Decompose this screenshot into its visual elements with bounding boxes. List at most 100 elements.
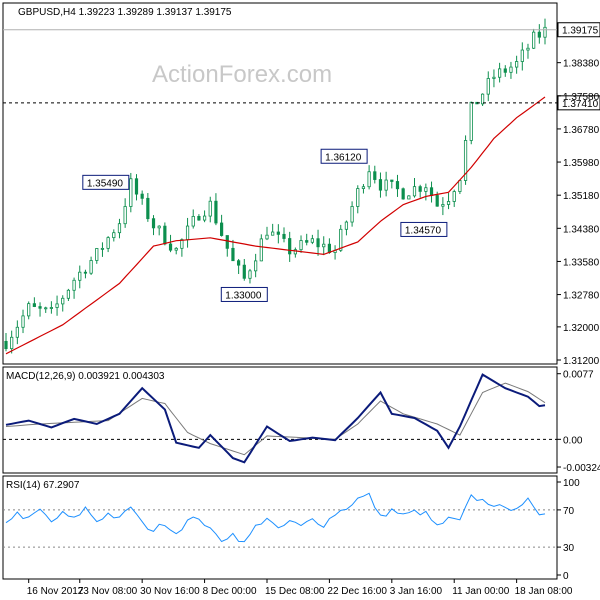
candle-body <box>492 76 496 79</box>
candle-body <box>248 270 252 279</box>
macd-y-tick-label: 0.00 <box>563 435 583 446</box>
candle-body <box>197 215 201 221</box>
candle-body <box>265 234 269 240</box>
price-y-tick-label: 1.35980 <box>563 158 600 169</box>
candle-body <box>350 206 354 223</box>
candle-body <box>95 248 99 261</box>
price-y-tick-label: 1.35180 <box>563 191 600 202</box>
candle-body <box>480 93 485 105</box>
candle-body <box>112 232 116 239</box>
candle-body <box>237 260 241 266</box>
candle-body <box>327 243 332 253</box>
candle-body <box>515 61 519 68</box>
rsi-panel: RSI(14) 67.2907 100 70 30 0 <box>2 475 580 582</box>
candle-body <box>316 238 320 248</box>
macd-y-axis: 0.0077 0.00 -0.003249 <box>557 370 600 474</box>
annotation-box <box>82 174 130 190</box>
candle-body <box>21 315 25 328</box>
candle-body <box>225 235 229 249</box>
candle-body <box>395 181 400 190</box>
candle-body <box>373 171 377 180</box>
candle-body <box>185 225 190 240</box>
price-candles <box>4 18 547 354</box>
candle-body <box>180 239 184 249</box>
macd-panel-frame <box>2 366 558 474</box>
candle-body <box>32 303 36 307</box>
candle-body <box>242 264 246 279</box>
candle-body <box>129 178 133 207</box>
candle-body <box>390 179 394 182</box>
x-tick-label: 11 Jan 00:00 <box>452 586 510 597</box>
candle-body <box>339 228 343 251</box>
candle-body <box>384 179 388 191</box>
candle-body <box>282 233 286 239</box>
candle-body <box>15 326 19 338</box>
annotation-label: 1.36120 <box>325 152 362 163</box>
candle-body <box>344 221 349 230</box>
candle-body <box>78 271 82 281</box>
watermark: ActionForex.com <box>152 61 332 88</box>
candle-body <box>146 197 150 220</box>
candle-body <box>106 237 110 249</box>
candle-body <box>293 249 297 255</box>
candle-body <box>378 179 383 191</box>
price-horizontal-lines: 1.39175 1.37410 <box>3 22 600 111</box>
price-y-tick-label: 1.31200 <box>563 356 600 367</box>
annotation-box <box>400 221 448 237</box>
candle-body <box>202 215 207 221</box>
annotation-box <box>220 286 268 302</box>
candle-body <box>532 31 536 49</box>
candle-body <box>526 47 530 51</box>
price-y-tick-label: 1.34380 <box>563 224 600 235</box>
rsi-y-tick-label: 0 <box>563 571 569 582</box>
price-moving-average <box>5 96 546 355</box>
macd-signal-line <box>5 382 546 456</box>
candle-body <box>140 193 144 199</box>
rsi-line <box>3 492 557 548</box>
candle-body <box>429 187 434 196</box>
x-tick-label: 15 Dec 08:00 <box>265 586 325 597</box>
candle-body <box>446 201 451 205</box>
candle-body <box>435 195 439 207</box>
current-price-label: 1.39175 <box>562 26 599 37</box>
candle-body <box>134 178 139 195</box>
candle-body <box>100 247 105 250</box>
candle-body <box>163 225 167 245</box>
macd-y-tick-label: 0.0077 <box>563 370 594 381</box>
rsi-panel-frame <box>2 475 558 580</box>
price-panel-title: GBPUSD,H4 1.39223 1.39289 1.39137 1.3917… <box>18 7 232 18</box>
candle-body <box>123 206 127 225</box>
rsi-y-tick-label: 70 <box>563 506 575 517</box>
ma-line <box>5 96 546 355</box>
price-y-tick-label: 1.33580 <box>563 257 600 268</box>
candle-body <box>503 68 507 73</box>
candle-body <box>259 238 263 262</box>
candle-body <box>117 223 122 234</box>
price-y-tick-label: 1.36780 <box>563 125 600 136</box>
annotation-label: 1.35490 <box>87 178 124 189</box>
candle-body <box>219 222 224 236</box>
candle-body <box>55 303 59 308</box>
candle-body <box>271 231 275 236</box>
candle-body <box>452 191 456 202</box>
candle-body <box>38 306 42 309</box>
annotation-box <box>320 148 368 164</box>
candle-body <box>10 336 14 350</box>
support-level-box <box>557 95 600 111</box>
price-y-tick-label: 1.32000 <box>563 323 600 334</box>
candle-body <box>367 171 371 188</box>
candle-body <box>231 247 235 262</box>
candle-body <box>401 188 405 200</box>
x-tick-label: 23 Nov 08:00 <box>78 586 138 597</box>
candle-body <box>168 243 173 251</box>
x-tick-label: 18 Jan 08:00 <box>515 586 573 597</box>
candle-body <box>418 186 422 192</box>
candle-body <box>458 180 462 192</box>
macd-line <box>5 373 546 464</box>
candle-body <box>509 66 513 73</box>
x-tick-label: 22 Dec 16:00 <box>327 586 387 597</box>
candle-body <box>254 260 258 272</box>
candle-body <box>214 200 218 224</box>
